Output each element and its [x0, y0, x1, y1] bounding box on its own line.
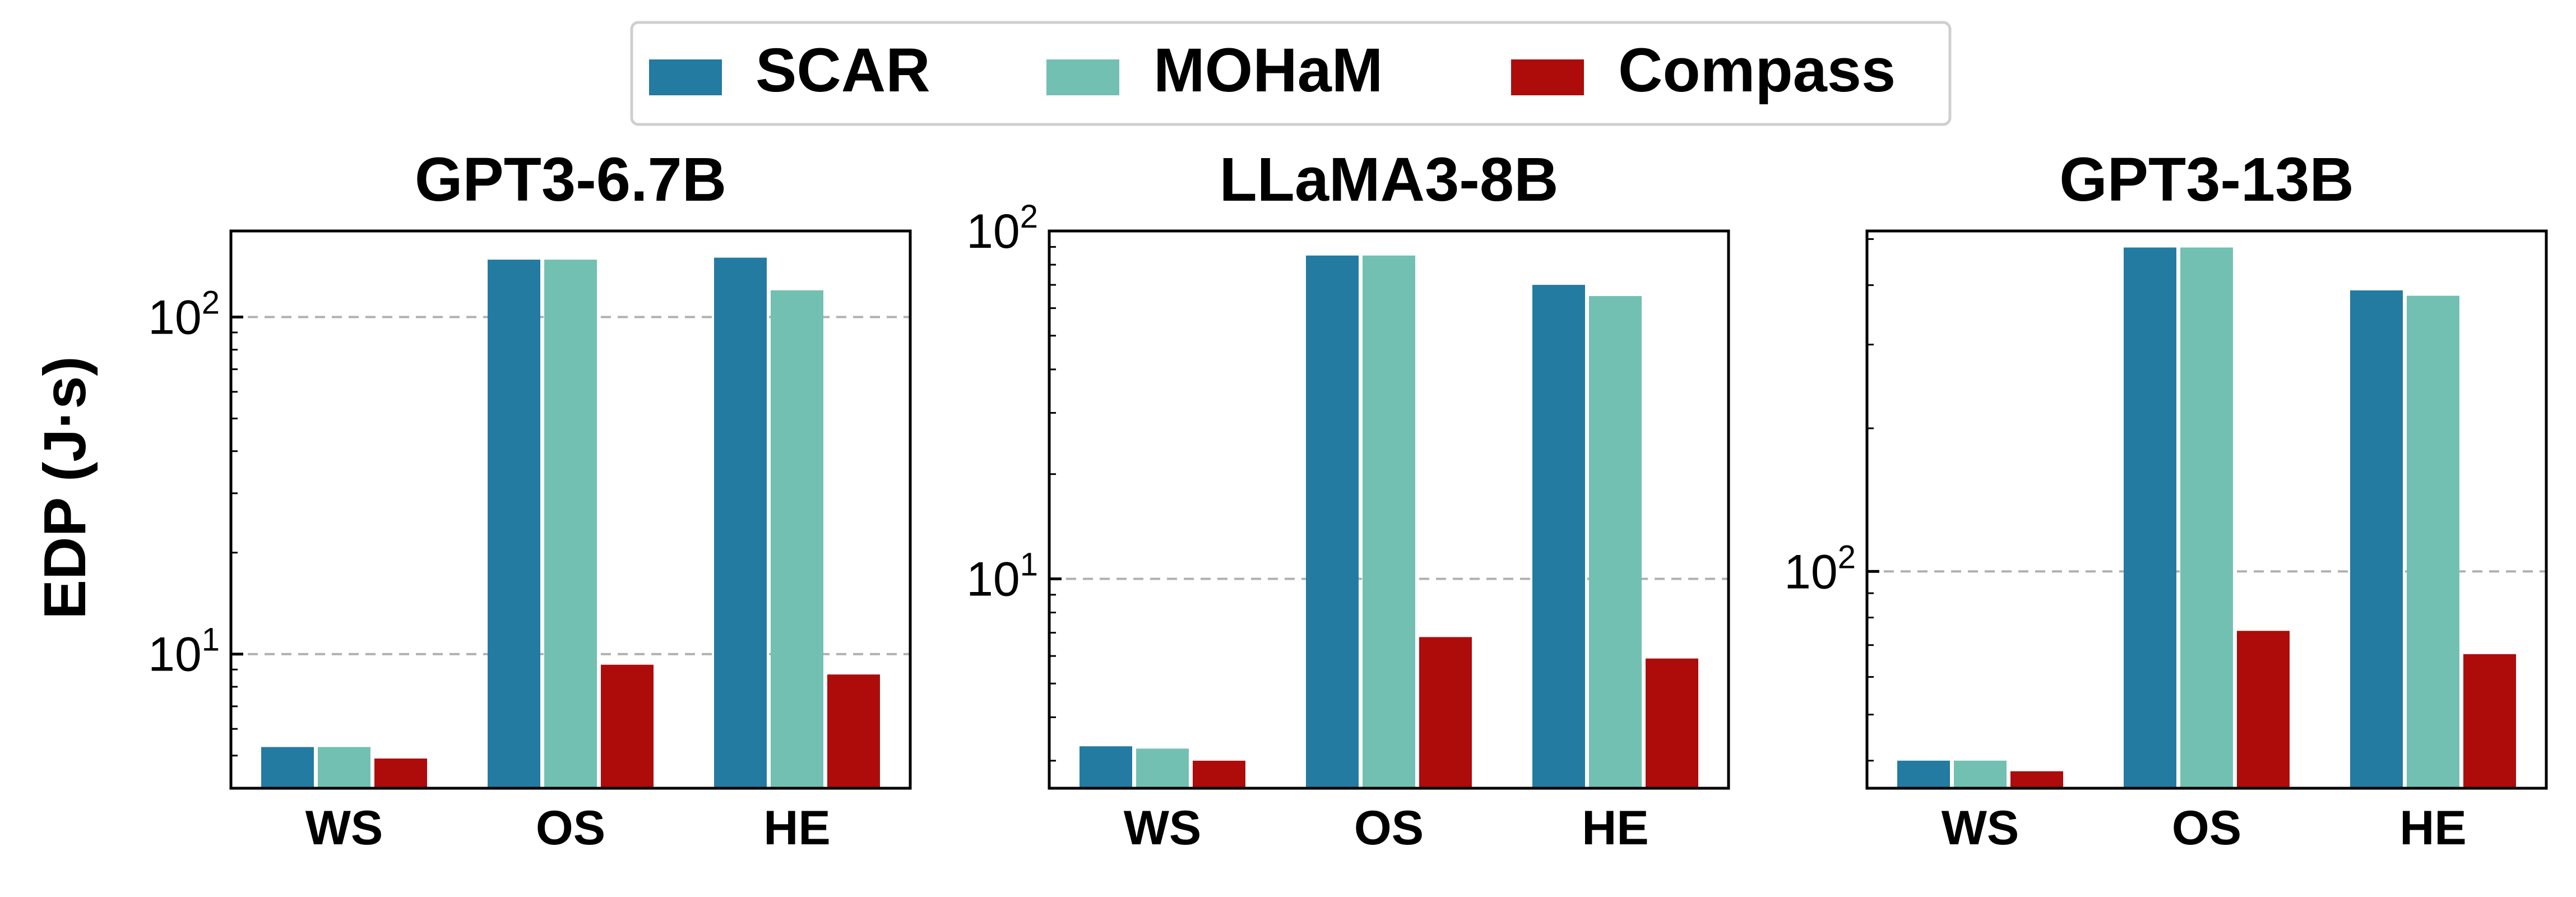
bar-scar-he [2350, 290, 2403, 788]
bar-moham-ws [1954, 760, 2007, 788]
x-tick-label: HE [763, 801, 830, 855]
legend-swatch-moham [1046, 59, 1119, 95]
legend-label-moham: MOHaM [1153, 36, 1383, 105]
bar-scar-os [2124, 247, 2176, 789]
y-tick-label: 102 [1784, 539, 1856, 599]
bar-compass-ws [2010, 771, 2063, 788]
bar-moham-os [2180, 247, 2233, 789]
bar-moham-he [2407, 295, 2459, 788]
bar-moham-he [1589, 296, 1642, 788]
bar-scar-ws [1897, 760, 1950, 788]
subplot-title: LLaMA3-8B [1219, 145, 1558, 214]
bar-compass-os [1419, 637, 1472, 788]
bar-compass-he [2463, 654, 2516, 788]
bar-moham-ws [1136, 748, 1189, 788]
bar-moham-os [544, 260, 597, 788]
y-axis-label: EDP (J·s) [32, 356, 98, 619]
legend-frame [630, 21, 1952, 126]
x-tick-label: WS [1124, 801, 1202, 855]
subplot-title: GPT3-13B [2059, 145, 2354, 214]
bar-compass-os [601, 664, 654, 788]
subplot-title: GPT3-6.7B [415, 145, 726, 214]
x-tick-label: WS [1942, 801, 2019, 855]
bar-scar-os [1306, 255, 1359, 788]
y-tick-label: 101 [148, 622, 220, 682]
legend-label-scar: SCAR [756, 36, 930, 105]
y-tick-label: 101 [966, 546, 1038, 606]
x-tick-label: HE [1582, 801, 1648, 855]
legend-label-compass: Compass [1618, 36, 1896, 105]
bar-compass-os [2237, 631, 2290, 788]
bar-compass-ws [374, 759, 427, 788]
bar-compass-he [827, 674, 880, 788]
subplot-gpt3-6-7b: GPT3-6.7B 101 102 WS OS HE [148, 145, 912, 855]
x-tick-label: OS [2172, 801, 2241, 855]
y-tick-label: 102 [148, 284, 220, 344]
plot-frame [1048, 229, 1730, 790]
x-tick-label: HE [2399, 801, 2466, 855]
legend-swatch-compass [1511, 59, 1584, 95]
legend-swatch-scar [649, 59, 722, 95]
bar-scar-ws [261, 747, 314, 788]
bar-moham-os [1363, 255, 1415, 788]
legend: SCAR MOHaM Compass [630, 21, 1952, 126]
bar-scar-he [714, 257, 767, 788]
x-tick-label: OS [536, 801, 605, 855]
bar-scar-he [1532, 285, 1585, 788]
plot-frame [1865, 229, 2548, 790]
bar-compass-ws [1193, 760, 1245, 788]
y-tick-label: 102 [966, 198, 1038, 258]
bar-moham-he [771, 290, 823, 788]
bar-compass-he [1646, 658, 1698, 788]
x-tick-label: OS [1354, 801, 1424, 855]
x-tick-label: WS [305, 801, 383, 855]
bar-moham-ws [318, 747, 370, 788]
subplot-gpt3-13b: GPT3-13B 102 WS OS HE [1784, 145, 2548, 855]
subplot-llama3-8b: LLaMA3-8B 101 102 WS OS HE [966, 145, 1730, 855]
bar-scar-os [488, 260, 540, 788]
bar-scar-ws [1079, 746, 1132, 788]
plot-frame [229, 229, 912, 790]
